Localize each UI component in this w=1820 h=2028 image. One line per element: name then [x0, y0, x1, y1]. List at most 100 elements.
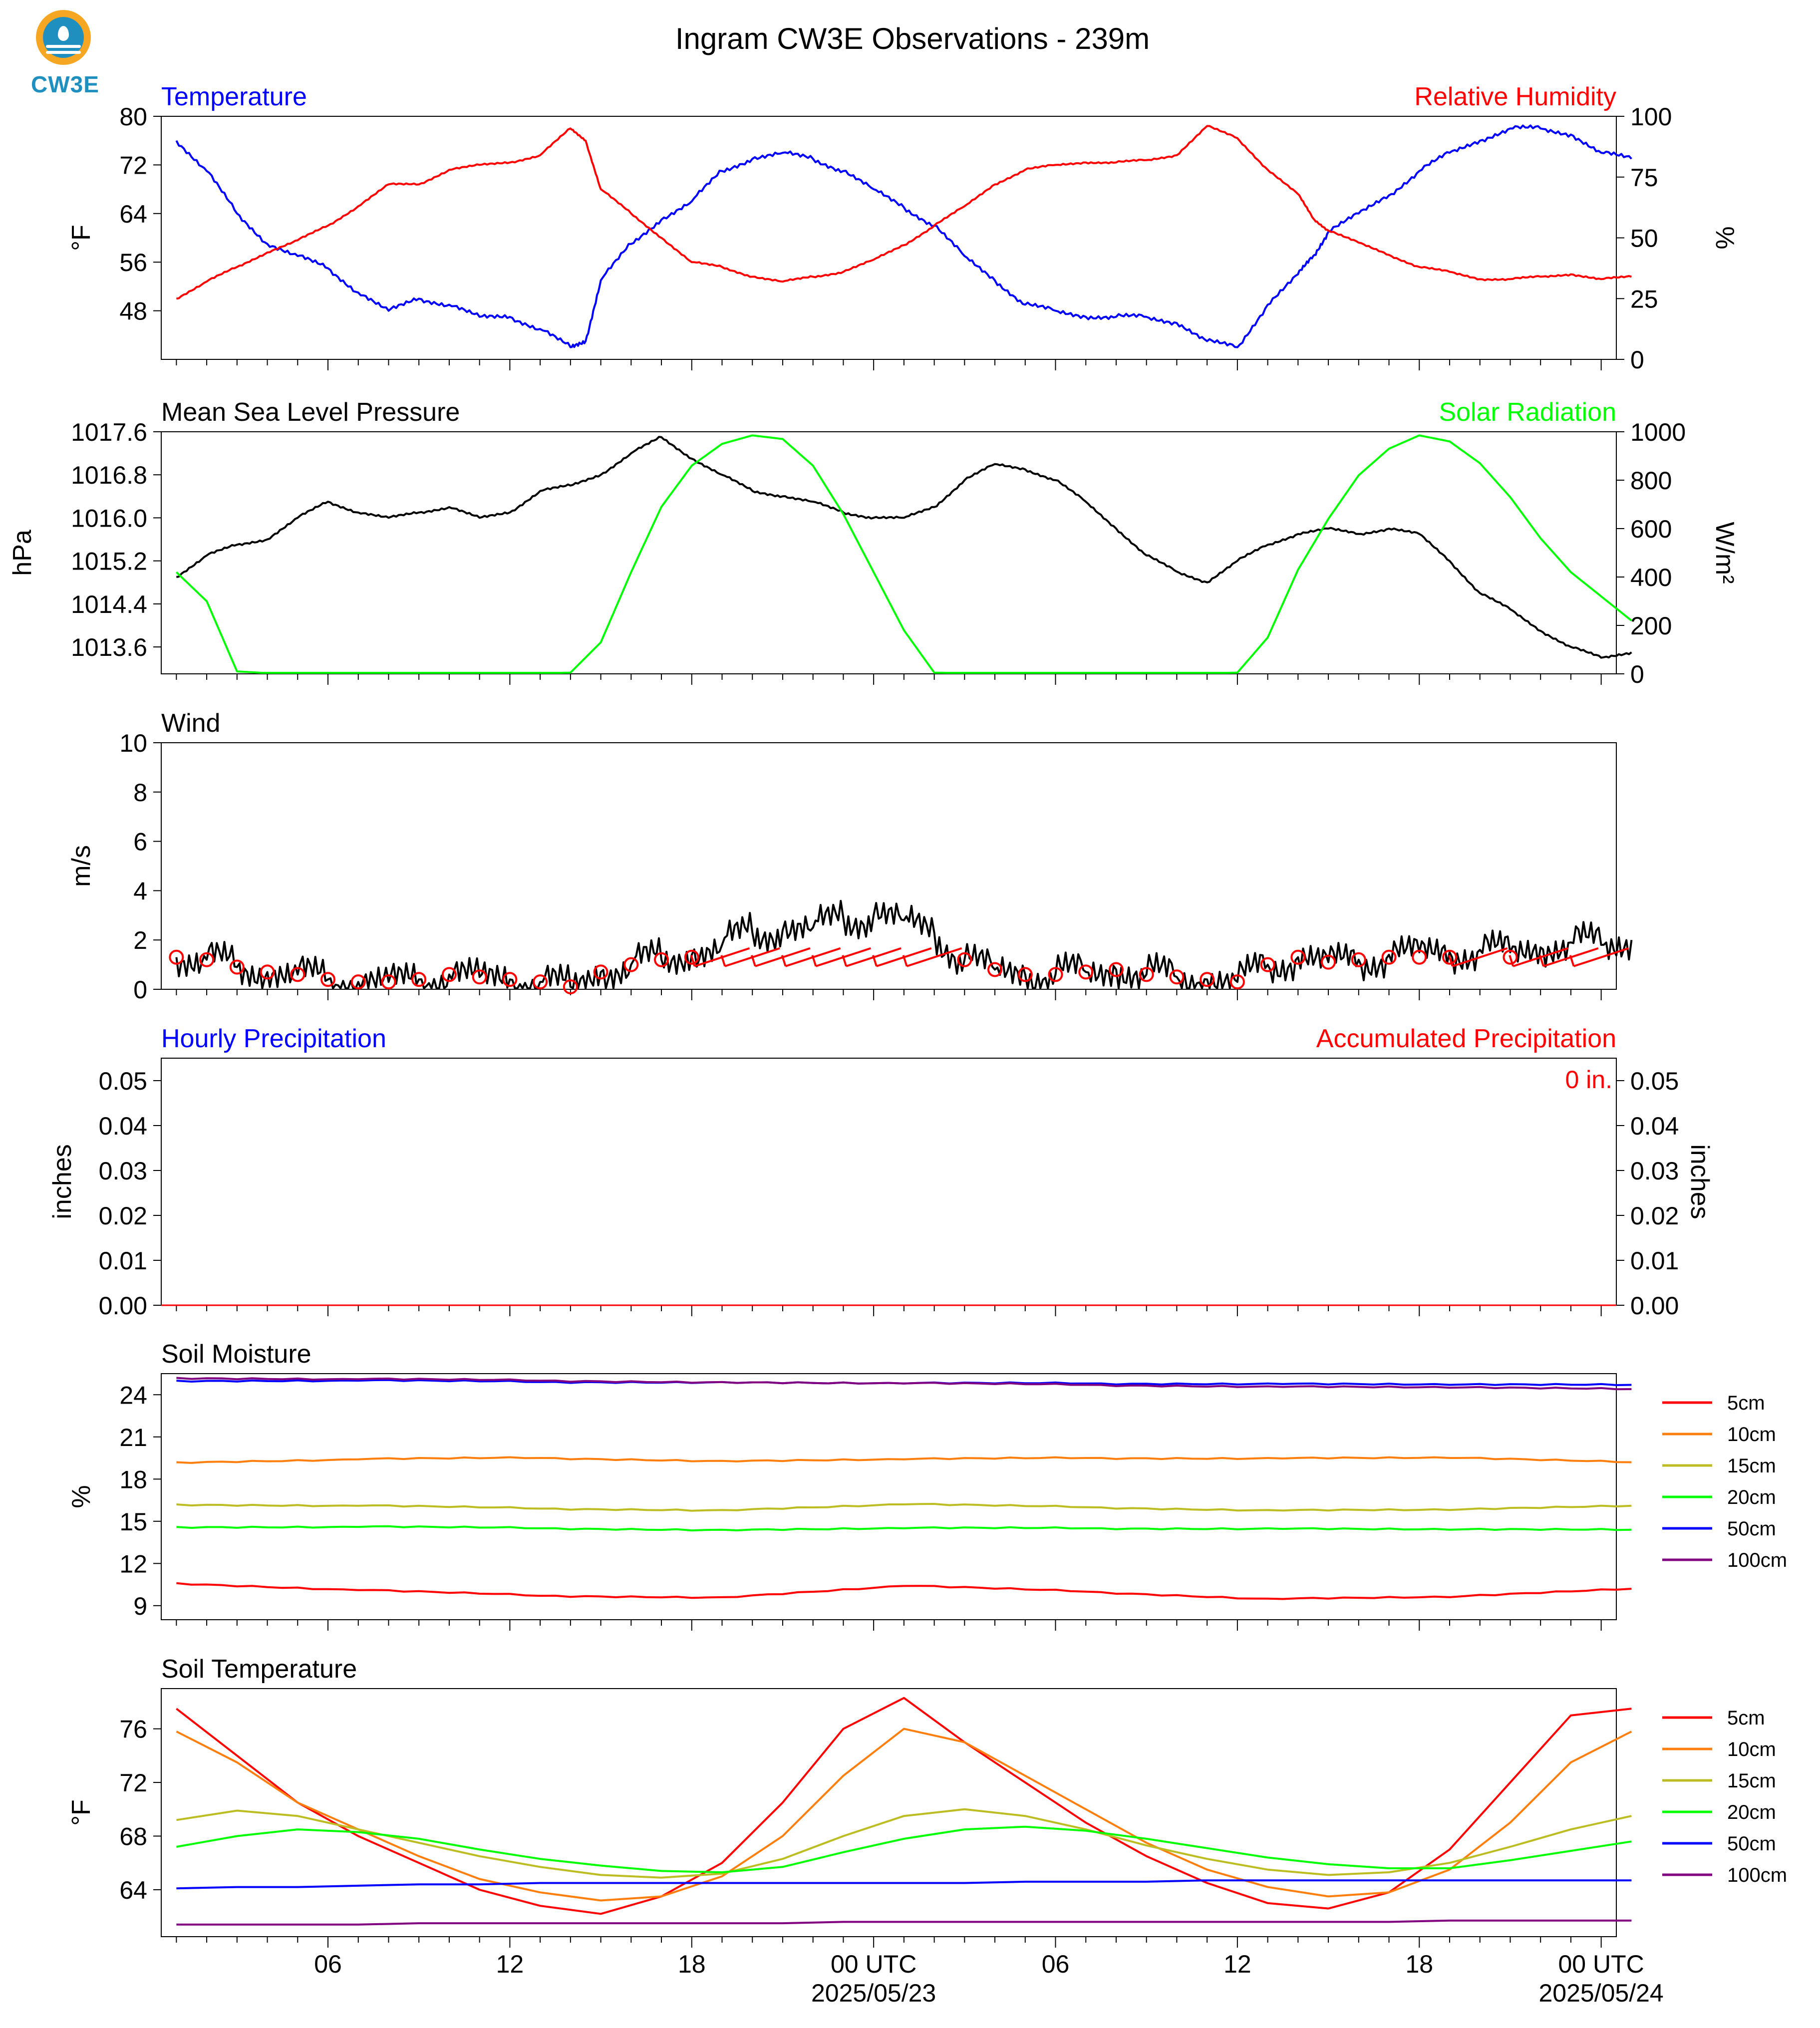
legend-label: 20cm: [1727, 1486, 1776, 1508]
wind-calm-circle: [1503, 949, 1518, 965]
wind-calm-circle: [1048, 967, 1063, 982]
y-tick-label-right: 0: [1630, 660, 1644, 688]
y-tick-label-left: 1013.6: [71, 633, 147, 661]
wind-calm-circle: [623, 957, 639, 972]
y-tick-label-right: 1000: [1630, 418, 1686, 446]
wind-calm-circle: [987, 962, 1003, 977]
wind-barb: [1452, 947, 1508, 967]
series-line-temperature: [175, 124, 1632, 348]
panel-title-left: Soil Temperature: [161, 1655, 357, 1684]
y-tick-label-right: 200: [1630, 612, 1672, 640]
legend-label: 50cm: [1727, 1833, 1776, 1855]
wind-calm-circle: [1017, 967, 1033, 982]
y-tick-label-left: 10: [119, 729, 147, 757]
y-tick-label-left: 1016.0: [71, 504, 147, 532]
y-tick-label-left: 4: [133, 877, 147, 905]
y-tick-label-left: 24: [119, 1381, 147, 1409]
plot-frame: [161, 1688, 1617, 1937]
wind-calm-circle: [1078, 964, 1094, 980]
panel-title-left: Mean Sea Level Pressure: [161, 398, 460, 427]
wind-calm-circle: [502, 972, 518, 987]
series-line-relative-humidity: [176, 125, 1632, 300]
series-line-mean-sea-level-pressure: [176, 436, 1632, 659]
y-tick-label-right: 0.05: [1630, 1067, 1679, 1095]
wind-calm-circle: [684, 949, 699, 965]
wind-barb-flag: [720, 955, 726, 967]
wind-calm-circle: [1108, 962, 1124, 977]
wind-calm-circle: [472, 969, 487, 985]
x-tick-label: 18: [1405, 1950, 1433, 1978]
wind-calm-circle: [199, 952, 215, 967]
y-tick-label-left: 72: [119, 1769, 147, 1797]
y-tick-label-left: 0.05: [99, 1067, 147, 1095]
y-tick-label-right: 50: [1630, 225, 1658, 253]
series-line-solar-radiation: [176, 434, 1632, 674]
y-axis-label-right: %: [1710, 226, 1739, 249]
wind-calm-circle: [1321, 954, 1336, 970]
y-axis-label-left: °F: [67, 225, 96, 251]
x-tick-label: 12: [496, 1950, 524, 1978]
wind-calm-circle: [593, 964, 608, 980]
y-tick-label-right: 0.02: [1630, 1202, 1679, 1230]
plot-frame: [161, 1373, 1617, 1620]
accumulated-precip-total: 0 in.: [1565, 1066, 1612, 1094]
legend-label: 15cm: [1727, 1770, 1776, 1792]
y-tick-label-right: 0.00: [1630, 1292, 1679, 1320]
wind-calm-circle: [320, 972, 336, 987]
x-tick-label: 06: [1042, 1950, 1070, 1978]
wind-calm-circle: [1381, 949, 1397, 965]
y-axis-label-left: inches: [48, 1144, 77, 1219]
wind-barb-flag: [872, 955, 878, 967]
y-tick-label-left: 9: [133, 1592, 147, 1620]
panel-3: Hourly Precipitation Accumulated Precipit…: [48, 1024, 1714, 1320]
y-tick-label-left: 0.03: [99, 1157, 147, 1185]
y-tick-label-left: 0.00: [99, 1292, 147, 1320]
y-tick-label-right: 0.03: [1630, 1157, 1679, 1185]
wind-calm-circle: [260, 964, 275, 980]
y-tick-label-left: 68: [119, 1823, 147, 1851]
y-tick-label-right: 600: [1630, 515, 1672, 543]
wind-calm-circle: [169, 949, 184, 965]
y-tick-label-right: 800: [1630, 467, 1672, 495]
series-line-5cm: [176, 1582, 1632, 1600]
wind-barb-flag: [1539, 955, 1544, 967]
panel-title-left: Hourly Precipitation: [161, 1024, 386, 1053]
panel-title-right: Accumulated Precipitation: [1316, 1024, 1616, 1053]
wind-barb-flag: [1569, 955, 1575, 967]
y-tick-label-left: 15: [119, 1508, 147, 1536]
panel-0: Temperature Relative Humidity 48 56 64 72 80 °F…: [67, 82, 1739, 374]
y-tick-label-left: 48: [119, 297, 147, 325]
wind-barb-flag: [811, 955, 817, 967]
wind-barb-flag: [1509, 955, 1515, 967]
wind-calm-circle: [1200, 972, 1215, 987]
legend-label: 50cm: [1727, 1518, 1776, 1540]
wind-calm-circle: [290, 967, 305, 982]
legend-label: 5cm: [1727, 1392, 1765, 1414]
wind-barb: [1573, 947, 1629, 967]
y-axis-label-left: hPa: [8, 530, 37, 576]
plot-frame: [161, 742, 1617, 990]
legend-label: 5cm: [1727, 1707, 1765, 1729]
y-tick-label-left: 1016.8: [71, 461, 147, 489]
wind-calm-circle: [654, 952, 669, 967]
y-tick-label-left: 80: [119, 103, 147, 131]
y-tick-label-right: 0.04: [1630, 1112, 1679, 1140]
panel-title-right: Solar Radiation: [1439, 398, 1616, 427]
series-line-15cm: [176, 1503, 1632, 1512]
y-axis-label-right: W/m²: [1710, 522, 1739, 583]
y-axis-label-left: °F: [67, 1799, 96, 1826]
series-line-15cm: [176, 1808, 1632, 1879]
series-line-10cm: [176, 1728, 1632, 1902]
series-line-wind-speed: [175, 899, 1633, 989]
y-tick-label-right: 100: [1630, 103, 1672, 131]
y-axis-label-left: m/s: [67, 845, 96, 887]
wind-calm-circle: [381, 974, 396, 990]
legend-label: 100cm: [1727, 1549, 1787, 1571]
series-line-20cm: [176, 1525, 1632, 1532]
plot-frame: [161, 1058, 1617, 1306]
series-line-50cm: [176, 1879, 1632, 1890]
wind-barb-flag: [902, 955, 908, 967]
y-tick-label-left: 1014.4: [71, 590, 147, 618]
wind-calm-circle: [957, 952, 972, 967]
